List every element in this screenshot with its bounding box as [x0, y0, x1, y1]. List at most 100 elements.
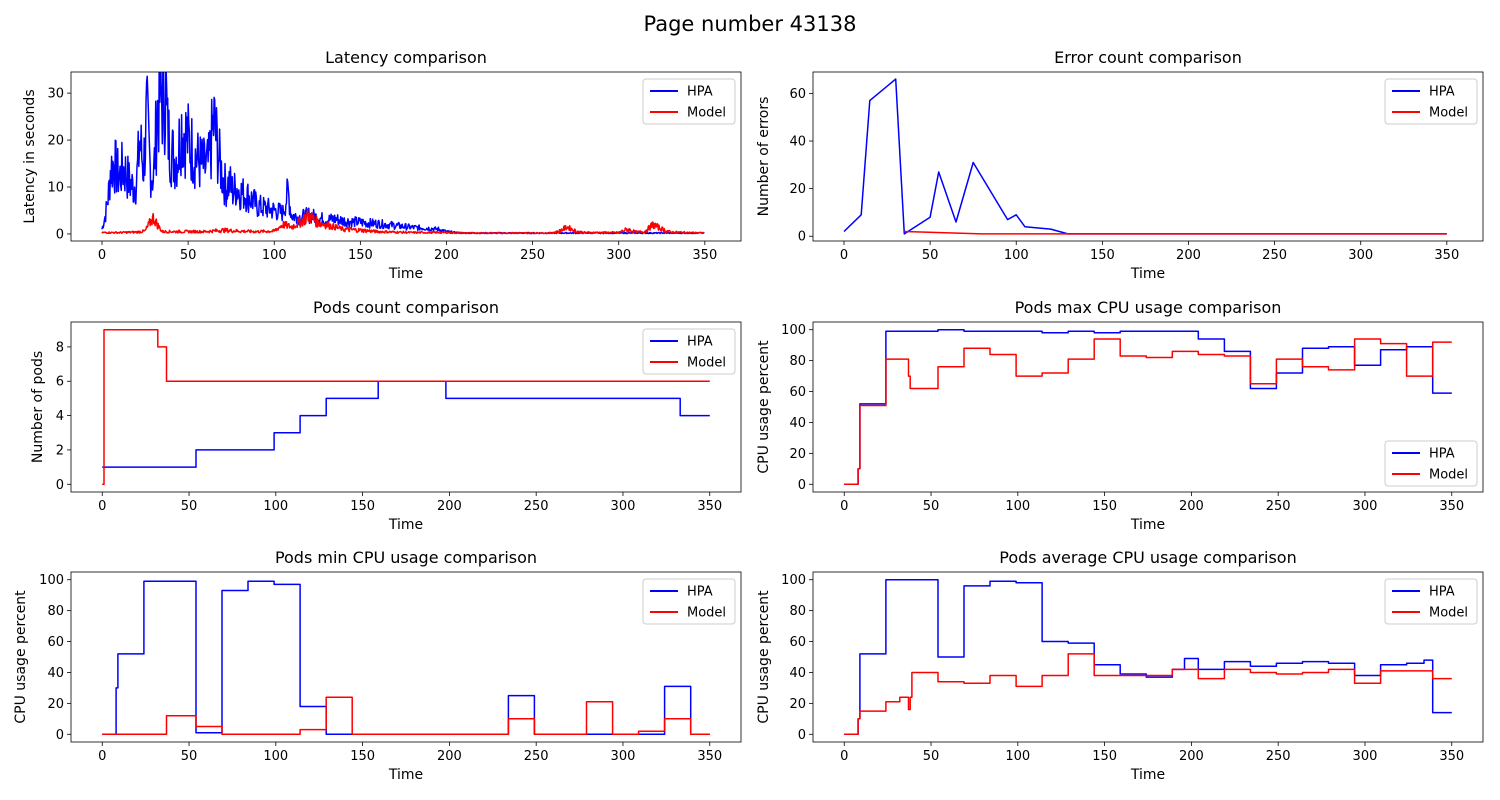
y-tick-label: 80	[789, 604, 806, 619]
y-tick-label: 20	[789, 447, 806, 462]
y-axis-label: Latency in seconds	[22, 89, 38, 223]
subplot-title: Latency comparison	[325, 48, 487, 67]
subplot-title: Error count comparison	[1054, 48, 1242, 67]
subplot-latency-comparison: Latency comparison 0 50 100 150 200 250 300 350 0…	[22, 48, 742, 282]
y-tick-label: 20	[789, 182, 806, 197]
x-tick-label: 0	[840, 248, 848, 263]
x-tick-label: 150	[350, 749, 375, 764]
legend-label-hpa: HPA	[1429, 447, 1455, 462]
legend: HPA Model	[642, 578, 736, 625]
y-tick-label: 60	[789, 385, 806, 400]
legend-label-hpa: HPA	[1429, 85, 1455, 100]
x-tick-label: 250	[1266, 499, 1291, 514]
legend-label-model: Model	[687, 356, 726, 371]
legend: HPA Model	[1384, 78, 1478, 125]
x-tick-label: 50	[923, 499, 940, 514]
legend-label-model: Model	[687, 606, 726, 621]
y-tick-label: 100	[781, 573, 806, 588]
legend-label-hpa: HPA	[1429, 585, 1455, 600]
series-line-model	[101, 208, 705, 235]
y-tick-label: 40	[47, 666, 64, 681]
legend-label-hpa: HPA	[687, 585, 713, 600]
y-tick-label: 40	[789, 666, 806, 681]
x-tick-label: 300	[611, 499, 636, 514]
y-tick-label: 0	[798, 728, 806, 743]
axes-frame	[812, 571, 1484, 743]
legend-label-model: Model	[1429, 106, 1468, 121]
axes-frame	[812, 321, 1484, 493]
series-line-hpa	[844, 578, 1452, 736]
x-tick-label: 50	[923, 749, 940, 764]
x-tick-label: 0	[98, 749, 106, 764]
y-tick-label: 20	[47, 134, 64, 149]
series-line-hpa	[101, 72, 705, 235]
x-tick-label: 300	[611, 749, 636, 764]
x-tick-label: 100	[263, 749, 288, 764]
legend: HPA Model	[642, 78, 736, 125]
y-tick-label: 0	[798, 230, 806, 245]
series-line-model	[102, 696, 710, 736]
y-tick-label: 20	[47, 697, 64, 712]
series-line-model	[904, 230, 1447, 235]
x-tick-label: 350	[1439, 499, 1464, 514]
x-tick-label: 250	[520, 248, 545, 263]
x-tick-label: 0	[840, 499, 848, 514]
y-axis-label: CPU usage percent	[756, 340, 772, 474]
x-tick-label: 350	[1434, 248, 1459, 263]
legend-label-model: Model	[687, 106, 726, 121]
y-axis-label: CPU usage percent	[756, 590, 772, 724]
y-tick-label: 0	[56, 227, 64, 242]
y-axis-label: Number of errors	[756, 97, 772, 217]
axes-frame	[812, 71, 1484, 242]
subplot-pods-average-cpu-usage-comparison: Pods average CPU usage comparison 0 50 100 1…	[756, 548, 1484, 783]
series-line-hpa	[843, 78, 1447, 235]
x-tick-label: 50	[181, 499, 198, 514]
x-tick-label: 200	[437, 749, 462, 764]
x-tick-label: 300	[1353, 749, 1378, 764]
x-tick-label: 250	[1262, 248, 1287, 263]
figure-title: Page number 43138	[644, 12, 857, 36]
x-tick-label: 350	[697, 499, 722, 514]
x-tick-label: 0	[98, 499, 106, 514]
y-tick-label: 80	[47, 604, 64, 619]
y-tick-label: 40	[789, 416, 806, 431]
series-line-hpa	[844, 328, 1452, 486]
y-tick-label: 100	[781, 323, 806, 338]
y-tick-label: 100	[39, 573, 64, 588]
x-tick-label: 250	[1266, 749, 1291, 764]
y-tick-label: 10	[47, 181, 64, 196]
subplot-title: Pods average CPU usage comparison	[999, 548, 1296, 567]
x-tick-label: 100	[263, 499, 288, 514]
y-axis-label: Number of pods	[30, 351, 46, 463]
y-tick-label: 0	[798, 478, 806, 493]
x-tick-label: 250	[524, 749, 549, 764]
y-tick-label: 2	[56, 443, 64, 458]
x-axis-label: Time	[1130, 517, 1165, 533]
y-tick-label: 30	[47, 87, 64, 102]
x-tick-label: 150	[348, 248, 373, 263]
x-tick-label: 350	[1439, 749, 1464, 764]
series-line-hpa	[102, 580, 710, 736]
x-tick-label: 200	[1179, 749, 1204, 764]
series-line-model	[102, 328, 710, 486]
legend: HPA Model	[1384, 578, 1478, 625]
y-tick-label: 4	[56, 409, 64, 424]
y-tick-label: 0	[56, 478, 64, 493]
series-line-model	[844, 338, 1452, 486]
x-tick-label: 200	[1179, 499, 1204, 514]
x-tick-label: 250	[524, 499, 549, 514]
y-tick-label: 8	[56, 340, 64, 355]
x-tick-label: 100	[262, 248, 287, 263]
x-tick-label: 200	[437, 499, 462, 514]
x-tick-label: 350	[692, 248, 717, 263]
legend-label-model: Model	[1429, 468, 1468, 483]
x-tick-label: 50	[180, 248, 197, 263]
y-tick-label: 6	[56, 375, 64, 390]
subplot-pods-max-cpu-usage-comparison: Pods max CPU usage comparison 0 50 100 150 20…	[756, 298, 1484, 533]
x-tick-label: 0	[98, 248, 106, 263]
legend-label-hpa: HPA	[687, 85, 713, 100]
y-tick-label: 0	[56, 728, 64, 743]
axes-frame	[70, 71, 742, 242]
